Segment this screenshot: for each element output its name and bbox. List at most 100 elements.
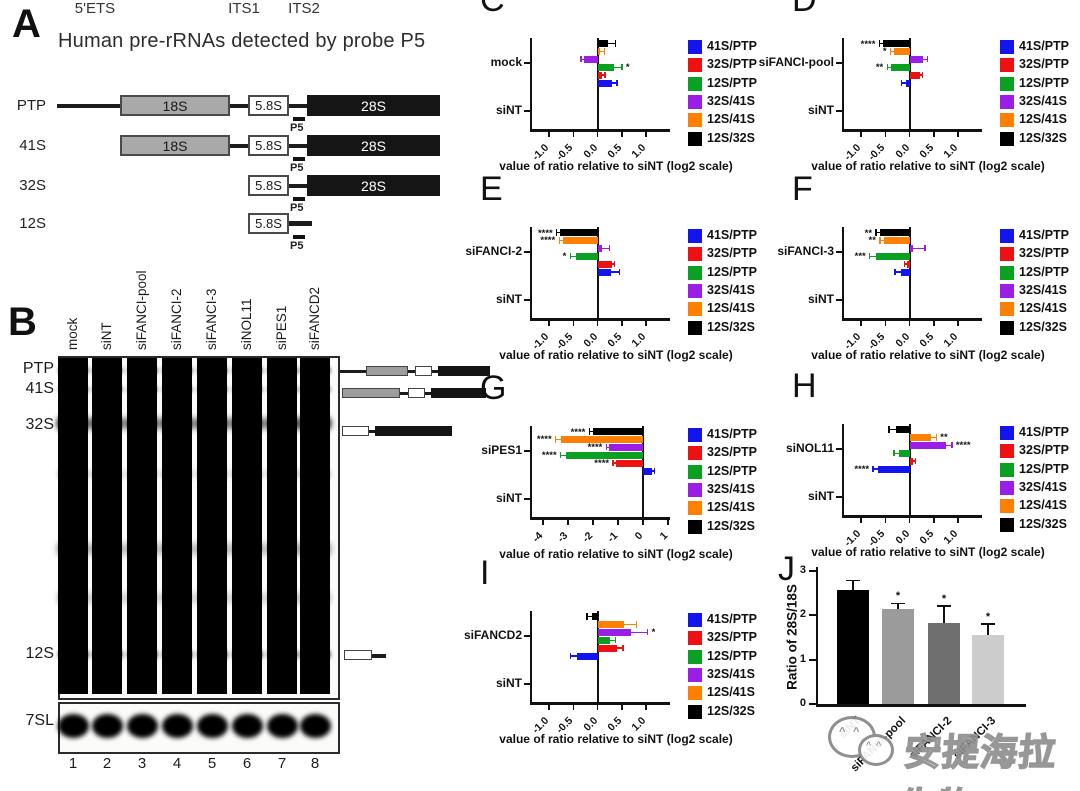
- error-cap: [612, 459, 614, 467]
- gel-row-label: PTP: [22, 360, 54, 377]
- category-label: siFANCD2: [463, 627, 522, 642]
- x-tick: [667, 519, 669, 525]
- x-axis-spine: [530, 517, 670, 520]
- its1-line: [230, 144, 248, 148]
- category-tick: [836, 447, 842, 450]
- gel-row-label: 12S: [25, 645, 54, 662]
- legend-label: 12S/32S: [1019, 516, 1067, 531]
- error-bar: [606, 446, 610, 448]
- category-label: siNT: [807, 292, 834, 306]
- error-cap: [891, 602, 905, 605]
- bar-12S/32S: [591, 613, 598, 620]
- gel-band-32S: [196, 414, 228, 433]
- legend-label: 41S/PTP: [707, 427, 758, 441]
- y-tick-label: 3: [799, 564, 806, 577]
- gel-band-32S: [299, 414, 331, 433]
- legend-swatch-32S/PTP: [688, 58, 702, 73]
- error-bar: [600, 50, 605, 53]
- category-tick: [524, 498, 530, 500]
- x-axis-label: value of ratio relative to siNT (log2 sc…: [499, 547, 733, 561]
- error-bar: [556, 231, 560, 234]
- error-cap: [889, 48, 892, 55]
- sig-stars: ****: [955, 440, 971, 452]
- error-bar: [943, 606, 945, 623]
- gel-band-smear1: [302, 468, 328, 480]
- legend-label: 41S/PTP: [1019, 228, 1070, 242]
- ptp-icon-line: [432, 370, 438, 373]
- legend-label: 12S/PTP: [707, 463, 758, 478]
- legend-label: 12S/32S: [1019, 130, 1067, 145]
- legend-swatch-32S/PTP: [1000, 247, 1014, 262]
- gel-band-PTP: [92, 366, 122, 375]
- error-bar: [887, 66, 892, 68]
- gel-band-41S: [127, 386, 157, 393]
- y-axis-spine: [842, 227, 844, 318]
- y-axis-spine: [530, 227, 532, 318]
- its2-stub-line: [289, 221, 312, 226]
- error-bar: [581, 58, 584, 60]
- legend-label: 12S/PTP: [1019, 461, 1070, 476]
- probe-p5-label: P5: [290, 122, 304, 134]
- gel-band-smear2: [128, 542, 156, 556]
- lane-number: 2: [102, 755, 112, 772]
- sig-stars: ****: [854, 464, 870, 475]
- legend-label: 41S/PTP: [707, 228, 758, 242]
- bar-12S/PTP: [597, 636, 610, 644]
- gel-row-label: 41S: [25, 380, 54, 397]
- rrna-row-label: 41S: [19, 137, 46, 154]
- gel-band-12S: [197, 648, 227, 661]
- error-bar: [630, 631, 648, 633]
- lane-streak: [162, 358, 192, 694]
- category-tick: [524, 299, 530, 301]
- gel-band-41S: [162, 386, 192, 393]
- legend-swatch-12S/32S: [688, 519, 702, 534]
- legend-swatch-32S/41S: [688, 283, 702, 298]
- x-tick: [884, 517, 887, 523]
- 18s-box: 18S: [120, 95, 230, 116]
- bar-siFANCI-2: [928, 622, 960, 704]
- legend-swatch-41S/PTP: [688, 229, 702, 243]
- error-cap: [924, 245, 926, 252]
- gel-band-7sl: [126, 714, 158, 738]
- x-tick: [933, 320, 935, 326]
- gel-band-41S: [300, 386, 330, 393]
- ptp-icon-line: [340, 370, 366, 373]
- x-tick: [645, 320, 647, 326]
- legend-label: 32S/PTP: [707, 445, 758, 460]
- 18s-box: 18S: [120, 135, 230, 156]
- bar-12S/PTP: [875, 252, 910, 260]
- error-bar: [570, 655, 578, 657]
- panel-letter-g: G: [480, 369, 507, 407]
- legend-swatch-32S/PTP: [688, 247, 702, 262]
- legend-label: 41S/PTP: [707, 39, 758, 53]
- x-tick: [642, 519, 644, 525]
- legend-swatch-12S/41S: [688, 113, 702, 128]
- error-bar: [894, 452, 899, 454]
- error-bar: [904, 263, 907, 265]
- rrna-row-label: PTP: [16, 97, 46, 114]
- error-bar: [901, 82, 907, 84]
- legend-swatch-12S/41S: [688, 686, 702, 701]
- legend-label: 12S/PTP: [707, 264, 758, 279]
- error-cap: [846, 579, 860, 582]
- bar-41S/PTP: [597, 268, 612, 276]
- lane-streak: [267, 358, 297, 694]
- sig-stars: *: [882, 46, 887, 58]
- error-cap: [904, 260, 906, 268]
- legend-label: 32S/41S: [1019, 479, 1067, 494]
- x-tick: [572, 704, 575, 710]
- error-cap: [621, 64, 623, 71]
- gel-band-smear2: [198, 542, 226, 556]
- error-cap: [614, 637, 617, 644]
- gel-band-smear2: [93, 542, 121, 556]
- gel-row-label: 32S: [25, 416, 54, 433]
- error-bar: [612, 263, 615, 265]
- error-cap: [586, 613, 588, 620]
- error-bar: [852, 580, 854, 591]
- x-tick: [933, 517, 935, 523]
- error-cap: [618, 268, 621, 276]
- error-bar: [612, 82, 617, 84]
